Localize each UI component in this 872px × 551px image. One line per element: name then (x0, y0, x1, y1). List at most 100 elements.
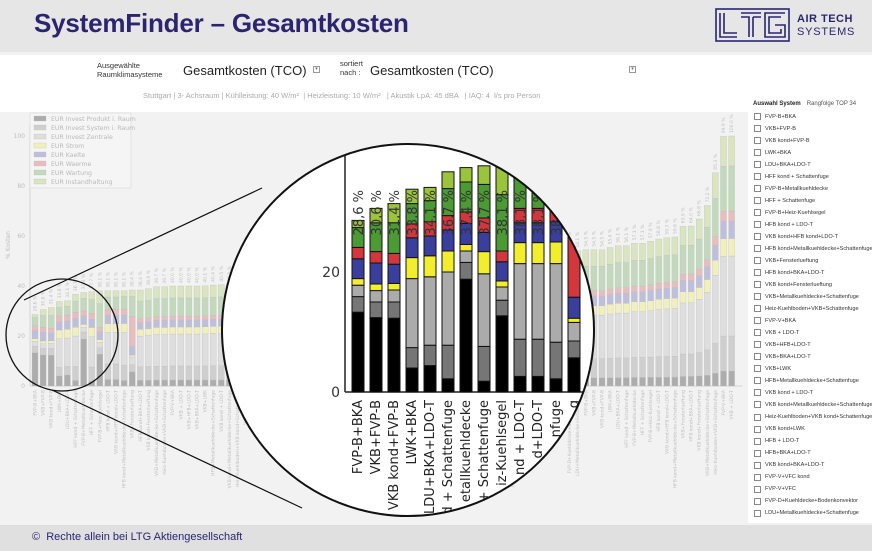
bar-segment (169, 379, 176, 387)
bar-segment (31, 314, 39, 318)
checkbox[interactable] (754, 209, 761, 217)
system-checkbox-item[interactable]: VKB kond+HFB kond+LDO-T (754, 231, 838, 242)
system-checkbox-item[interactable]: LWK+BKA (754, 147, 791, 158)
checkbox[interactable] (754, 197, 761, 205)
system-checkbox-item[interactable]: VKB kond+FVP-B (754, 135, 810, 146)
magnified-bar-segment (441, 344, 455, 380)
checkbox[interactable] (754, 329, 761, 337)
dropdown-arrow-icon[interactable]: ▾ (629, 66, 636, 73)
system-checkbox-item[interactable]: FVP-D+Kuehldecke+Bodenkonvektor (754, 496, 858, 507)
checkbox[interactable] (754, 425, 761, 433)
bar-segment (598, 295, 606, 306)
system-checkbox-item[interactable]: FVP-B+Metallkuehldecke (754, 183, 828, 194)
system-name: VKB + LDO-T (765, 329, 800, 336)
checkbox[interactable] (754, 281, 761, 289)
bar-value-label: 59.3 % (664, 218, 670, 234)
checkbox[interactable] (754, 485, 761, 493)
bar-segment (145, 380, 152, 387)
checkbox[interactable] (754, 233, 761, 241)
checkbox[interactable] (754, 137, 761, 145)
bar-segment (137, 335, 144, 367)
system-checkbox-item[interactable]: VKB+LWK (754, 363, 791, 374)
checkbox[interactable] (754, 113, 761, 120)
system-checkbox-item[interactable]: FVP-V+BKA (754, 315, 796, 326)
selected-systems-select[interactable]: Gesamtkosten (TCO) (183, 63, 307, 78)
bar-segment (153, 334, 160, 367)
checkbox[interactable] (754, 269, 761, 277)
magnified-bar-segment (405, 188, 419, 205)
bar-segment (39, 354, 47, 387)
checkbox[interactable] (754, 125, 761, 133)
checkbox[interactable] (754, 377, 761, 385)
bar-segment (104, 315, 112, 324)
checkbox[interactable] (754, 437, 761, 445)
bar-segment (161, 379, 168, 387)
checkbox[interactable] (754, 173, 761, 181)
checkbox[interactable] (754, 365, 761, 373)
system-checkbox-item[interactable]: VKB+Metallkuehldecke+Schattenfuge (754, 291, 859, 302)
sort-by-select[interactable]: Gesamtkosten (TCO) (370, 63, 494, 78)
y-tick-label: 40 (17, 283, 25, 290)
checkbox[interactable] (754, 413, 761, 421)
bar-segment (64, 366, 71, 376)
system-checkbox-item[interactable]: HFB kond+BKA+LDO-T (754, 267, 824, 278)
system-checkbox-item[interactable]: FVP-V+VFC (754, 484, 796, 495)
checkbox[interactable] (754, 341, 761, 349)
checkbox[interactable] (754, 401, 761, 409)
system-checkbox-item[interactable]: HFB kond+Metallkuehldecke+Schattenfuge (754, 243, 872, 254)
system-checkbox-item[interactable]: VKB+FVP-B (754, 123, 796, 134)
legend-entry: EUR Invest Zentrale (51, 134, 113, 141)
checkbox[interactable] (754, 221, 761, 229)
dropdown-arrow-icon[interactable]: ▾ (313, 66, 320, 73)
bar-category-label: FVP-B+BKA (33, 389, 39, 416)
checkbox[interactable] (754, 449, 761, 457)
checkbox[interactable] (754, 245, 761, 253)
system-checkbox-item[interactable]: HFB + LDO-T (754, 436, 799, 447)
checkbox[interactable] (754, 461, 761, 469)
bar-segment (48, 340, 55, 344)
system-checkbox-item[interactable]: FVP-V+VFC kond (754, 472, 810, 483)
checkbox[interactable] (754, 509, 761, 517)
checkbox[interactable] (754, 161, 761, 169)
checkbox[interactable] (754, 389, 761, 397)
system-checkbox-item[interactable]: HFB kond + LDO-T (754, 219, 813, 230)
system-checkbox-item[interactable]: VKB + LDO-T (754, 327, 799, 338)
checkbox[interactable] (754, 497, 761, 505)
checkbox[interactable] (754, 293, 761, 301)
magnified-bar-segment (441, 271, 455, 346)
bar-segment (120, 290, 128, 297)
bar-segment (728, 210, 735, 222)
system-checkbox-item[interactable]: VKB kond + LDO-T (754, 387, 813, 398)
system-checkbox-item[interactable]: Heiz-Kuehlboden+VKB+Schattenfuge (754, 303, 859, 314)
bar-segment (80, 338, 87, 387)
system-checkbox-item[interactable]: VKB kond+LWK (754, 424, 805, 435)
system-checkbox-item[interactable]: VKB+HFB+LDO-T (754, 339, 811, 350)
bar-segment (687, 225, 695, 246)
checkbox[interactable] (754, 317, 761, 325)
system-checkbox-item[interactable]: HFB+BKA+LDO-T (754, 448, 811, 459)
system-checkbox-item[interactable]: VKB kond+BKA+LDO-T (754, 460, 824, 471)
checkbox[interactable] (754, 257, 761, 265)
system-checkbox-item[interactable]: FVP-B+Heiz-Kuehlsegel (754, 207, 825, 218)
magnified-value-label: 34,1 % (424, 190, 439, 235)
checkbox[interactable] (754, 305, 761, 313)
system-checkbox-item[interactable]: HFB+Metallkuehldecke+Schattenfuge (754, 375, 859, 386)
magnified-bar-segment (351, 311, 365, 393)
system-checkbox-item[interactable]: FVP-B+BKA (754, 111, 796, 122)
bar-segment (104, 290, 112, 298)
checkbox[interactable] (754, 353, 761, 361)
checkbox[interactable] (754, 185, 761, 193)
system-checkbox-item[interactable]: HFF + Schattenfuge (754, 195, 815, 206)
system-checkbox-item[interactable]: Heiz-Kuehlboden+VKB kond+Schattenfuge (754, 412, 872, 423)
system-checkbox-item[interactable]: VKB kond+Fensterlueftung (754, 279, 832, 290)
system-checkbox-item[interactable]: LDU+BKA+LDO-T (754, 159, 811, 170)
bar-segment (728, 370, 735, 387)
system-checkbox-item[interactable]: VKB+BKA+LDO-T (754, 351, 811, 362)
system-checkbox-item[interactable]: HFF kond + Schattenfuge (754, 171, 829, 182)
checkbox[interactable] (754, 149, 761, 157)
checkbox[interactable] (754, 473, 761, 481)
system-checkbox-item[interactable]: LDU+Metallkuehldecke+Schattenfuge (754, 508, 859, 519)
magnified-bar-segment (495, 315, 509, 393)
system-checkbox-item[interactable]: VKB kond+Metallkuehldecke+Schattenfuge (754, 399, 872, 410)
system-checkbox-item[interactable]: VKB+Fensterlueftung (754, 255, 818, 266)
